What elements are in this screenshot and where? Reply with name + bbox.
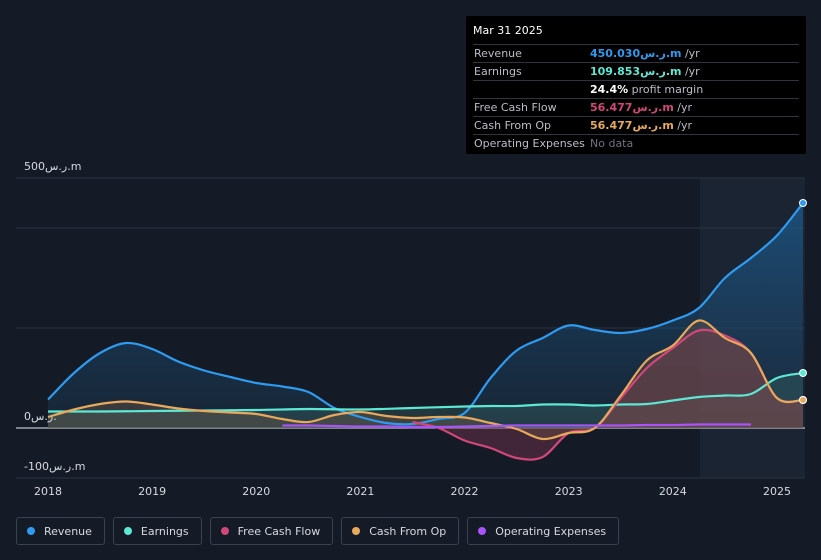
tooltip-row-label: Cash From Op [474,119,552,132]
tooltip-row: Free Cash Flow 56.477ر.س.m /yr [473,99,799,117]
tooltip-row: Revenue 450.030ر.س.m /yr [473,45,799,63]
legend-item-free-cash-flow[interactable]: Free Cash Flow [209,517,334,545]
x-tick-label: 2021 [346,485,374,498]
free-cash-flow-area [412,329,803,460]
y-axis-bottom-label: -100ر.س.m [24,460,86,473]
tooltip-row-unit: /yr [673,101,693,114]
cash-from-op-area [48,320,803,440]
tooltip-row-value: 56.477ر.س.m /yr [590,101,693,114]
cash-from-op-endpoint [799,396,807,404]
cash-from-op-line [47,319,804,441]
tooltip-row: 24.4% profit margin [473,81,799,99]
x-tick-label: 2022 [451,485,479,498]
tooltip-row-unit: /yr [681,47,700,60]
tooltip-row: Cash From Op 56.477ر.س.m /yr [473,117,799,135]
revenue-endpoint [799,199,807,207]
legend-item-earnings[interactable]: Earnings [112,517,202,545]
legend-label: Operating Expenses [495,524,607,538]
earnings-area [48,373,803,428]
y-axis-zero-label: 0ر.س. [24,410,57,423]
tooltip-row-label: Free Cash Flow [474,101,557,114]
tooltip-row-unit: profit margin [628,83,704,96]
legend-label: Earnings [140,524,189,538]
tooltip-row: Earnings 109.853ر.س.m /yr [473,63,799,81]
tooltip-date: Mar 31 2025 [473,22,799,45]
legend-dot-icon [27,527,35,535]
x-tick-label: 2018 [34,485,62,498]
chart-legend: Revenue Earnings Free Cash Flow Cash From O… [16,517,620,547]
legend-item-operating-expenses[interactable]: Operating Expenses [467,517,620,545]
legend-item-cash-from-op[interactable]: Cash From Op [341,517,460,545]
earnings-line [47,371,804,413]
revenue-area [48,203,803,428]
x-tick-label: 2020 [242,485,270,498]
tooltip-row-value: 109.853ر.س.m /yr [590,65,700,78]
legend-dot-icon [478,527,487,535]
legend-label: Cash From Op [369,524,447,538]
legend-dot-icon [220,527,229,535]
tooltip-row-value: 450.030ر.س.m /yr [590,47,700,60]
tooltip-row-value: No data [590,137,634,150]
tooltip-row-label: Operating Expenses [474,137,585,150]
legend-dot-icon [352,527,361,535]
tooltip-row-label: Revenue [474,47,522,60]
revenue-line [47,202,804,426]
x-tick-label: 2024 [659,485,687,498]
tooltip-row-value: 56.477ر.س.m /yr [590,119,693,132]
tooltip-row-unit: /yr [681,65,700,78]
operating-expenses-line [282,423,751,429]
legend-label: Revenue [44,524,92,538]
tooltip-row: Operating Expenses No data [473,135,799,152]
tooltip-panel: Mar 31 2025 Revenue 450.030ر.س.m /yr Earni… [466,16,806,154]
earnings-endpoint [799,369,807,377]
legend-dot-icon [123,527,132,535]
tooltip-row-value: 24.4% profit margin [590,83,704,96]
y-axis-top-label: 500ر.س.m [24,160,82,173]
x-tick-label: 2023 [555,485,583,498]
tooltip-row-label: Earnings [474,65,522,78]
legend-label: Free Cash Flow [237,524,321,538]
x-tick-label: 2025 [763,485,791,498]
legend-item-revenue[interactable]: Revenue [16,517,105,545]
x-tick-label: 2019 [138,485,166,498]
tooltip-row-unit: /yr [673,119,693,132]
